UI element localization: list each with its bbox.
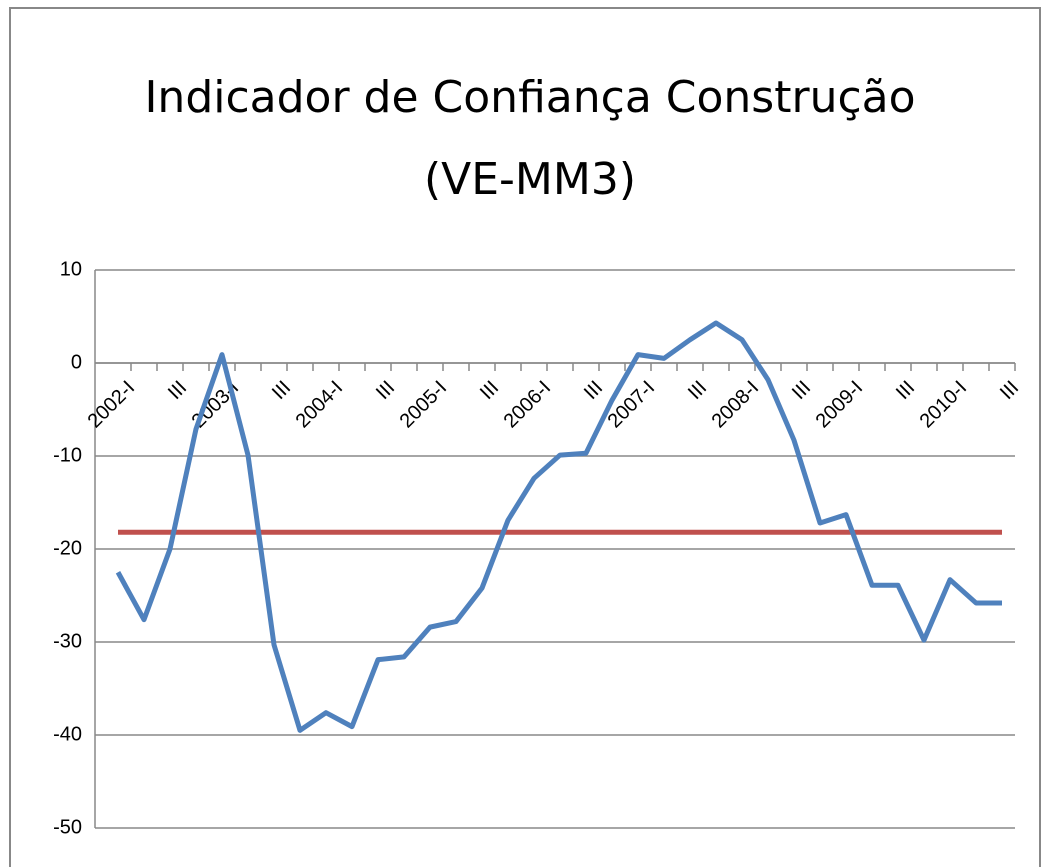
chart-title: Indicador de Confiança Construção	[144, 72, 915, 123]
y-tick-label: -10	[53, 444, 82, 466]
y-tick-label: -20	[53, 537, 82, 559]
y-tick-label: -30	[53, 630, 82, 652]
y-tick-label: -50	[53, 816, 82, 838]
y-tick-label: 0	[71, 351, 82, 373]
y-tick-label: -40	[53, 723, 82, 745]
chart-frame	[9, 7, 1041, 867]
y-tick-label: 10	[60, 258, 82, 280]
chart-title: (VE-MM3)	[424, 154, 636, 205]
data-line	[115, 320, 1002, 733]
